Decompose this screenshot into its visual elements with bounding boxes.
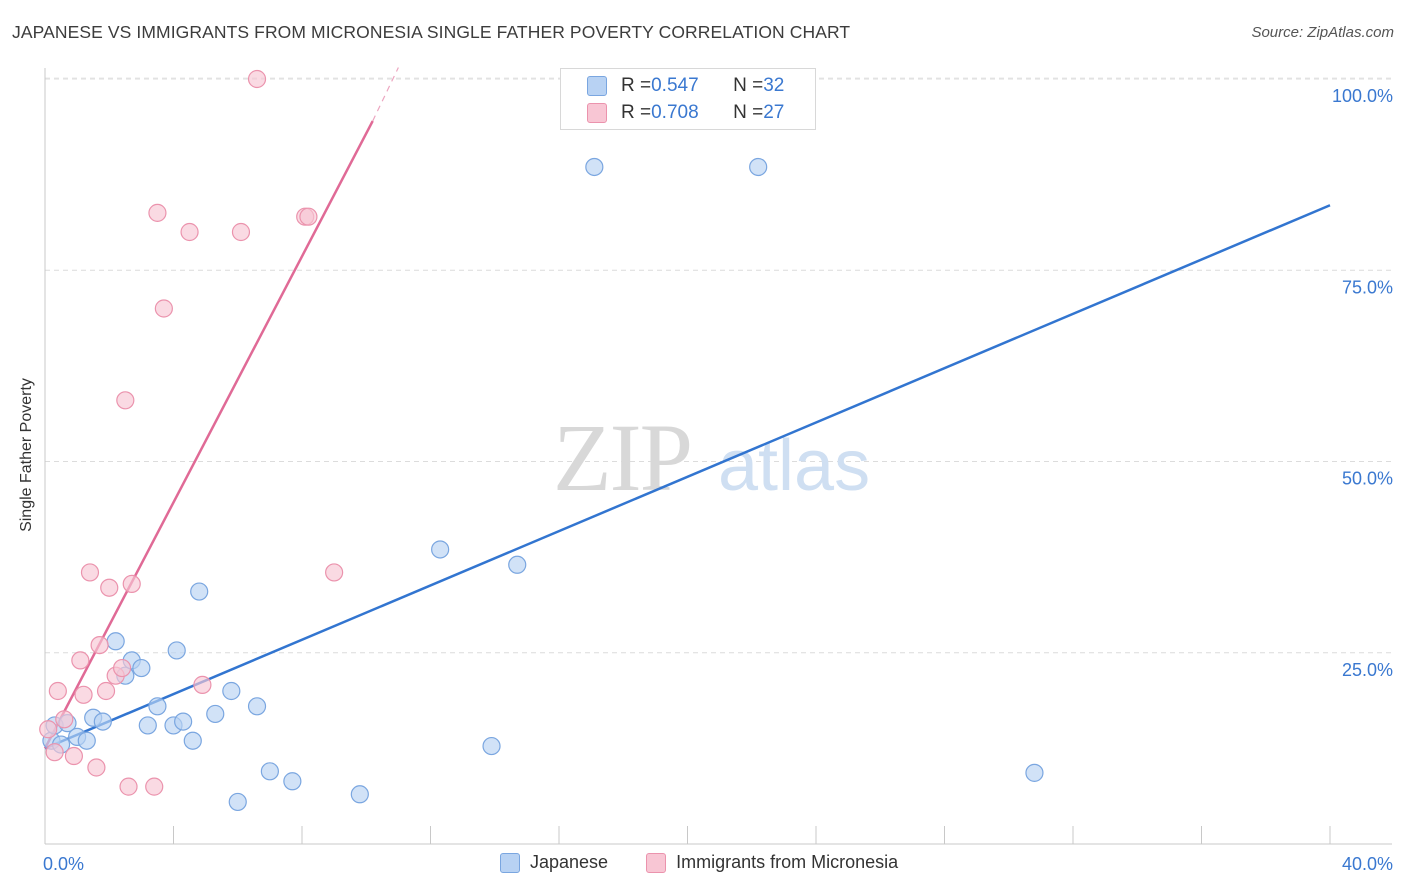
micronesia-point [180, 222, 199, 242]
stats-legend: R = 0.547 N = 32 R = 0.708 N = 27 [560, 68, 816, 130]
micronesia-point [116, 391, 135, 410]
y-tick-label: 25.0% [1342, 660, 1393, 680]
r-value: 0.547 [651, 75, 699, 96]
micronesia-point [45, 743, 64, 762]
micronesia-point [90, 635, 109, 655]
japanese-point [206, 704, 225, 724]
micronesia-swatch [587, 103, 607, 123]
micronesia-swatch [646, 852, 667, 873]
y-tick-label: 75.0% [1342, 277, 1393, 297]
legend-label-micronesia: Immigrants from Micronesia [676, 852, 899, 872]
japanese-point [228, 792, 247, 812]
japanese-swatch [587, 76, 607, 96]
watermark-zip: ZIP [553, 404, 691, 511]
r-label: R = [621, 102, 652, 123]
japanese-point [183, 731, 202, 750]
micronesia-trendline [43, 120, 374, 749]
micronesia-point [39, 720, 58, 739]
source-attribution: Source: ZipAtlas.com [1251, 24, 1394, 41]
micronesia-point [299, 207, 318, 226]
n-label: N = [733, 102, 764, 123]
micronesia-point [64, 746, 84, 766]
legend-item-micronesia[interactable]: Immigrants from Micronesia [646, 852, 898, 873]
micronesia-point [96, 681, 116, 701]
japanese-point [1025, 763, 1044, 782]
micronesia-point [145, 777, 164, 796]
y-axis-label: Single Father Poverty [18, 378, 35, 532]
micronesia-point [80, 563, 100, 582]
japanese-point [247, 697, 267, 716]
micronesia-point [231, 222, 251, 242]
japanese-point [350, 785, 369, 804]
micronesia-point [48, 681, 67, 701]
micronesia-point [100, 578, 119, 597]
japanese-point [93, 712, 112, 731]
n-value: 27 [763, 102, 785, 123]
micronesia-point [154, 299, 173, 318]
y-tick-label: 50.0% [1342, 469, 1393, 489]
micronesia-point [122, 574, 141, 594]
japanese-point [190, 582, 209, 601]
watermark-atlas: atlas [718, 426, 870, 506]
micronesia-point [193, 675, 212, 694]
micronesia-point [55, 710, 74, 729]
japanese-point [283, 772, 302, 791]
micronesia-point [112, 658, 132, 678]
micronesia-point [74, 685, 93, 704]
micronesia-point [119, 777, 138, 796]
micronesia-point [247, 69, 267, 89]
stats-row-japanese: R = 0.547 N = 32 [587, 75, 784, 97]
japanese-point [174, 712, 193, 731]
micronesia-trendline-extension [372, 67, 399, 122]
y-tick-label: 100.0% [1332, 86, 1393, 106]
japanese-point [749, 157, 768, 177]
japanese-point [431, 540, 450, 559]
japanese-point [106, 632, 125, 651]
micronesia-point [325, 563, 344, 582]
japanese-point [132, 658, 151, 678]
bottom-legend: Japanese Immigrants from Micronesia [500, 852, 924, 873]
x-tick-label: 40.0% [1342, 854, 1393, 874]
chart-title: JAPANESE VS IMMIGRANTS FROM MICRONESIA S… [12, 22, 851, 42]
japanese-point [260, 762, 279, 781]
japanese-point [222, 681, 241, 701]
stats-row-micronesia: R = 0.708 N = 27 [587, 102, 784, 124]
micronesia-point [148, 203, 167, 222]
r-label: R = [621, 75, 652, 96]
japanese-point [482, 736, 501, 756]
n-value: 32 [763, 75, 785, 96]
japanese-point [585, 157, 604, 177]
japanese-point [77, 731, 96, 750]
japanese-swatch [500, 852, 520, 873]
japanese-point [148, 697, 167, 716]
micronesia-point [71, 651, 90, 670]
r-value: 0.708 [651, 102, 699, 123]
japanese-point [508, 555, 527, 574]
legend-label-japanese: Japanese [530, 852, 609, 872]
x-tick-label: 0.0% [43, 854, 84, 874]
n-label: N = [733, 75, 764, 96]
japanese-point [167, 641, 186, 660]
legend-item-japanese[interactable]: Japanese [500, 852, 608, 873]
japanese-trendline [44, 204, 1331, 750]
micronesia-point [87, 758, 106, 777]
japanese-point [138, 716, 157, 735]
